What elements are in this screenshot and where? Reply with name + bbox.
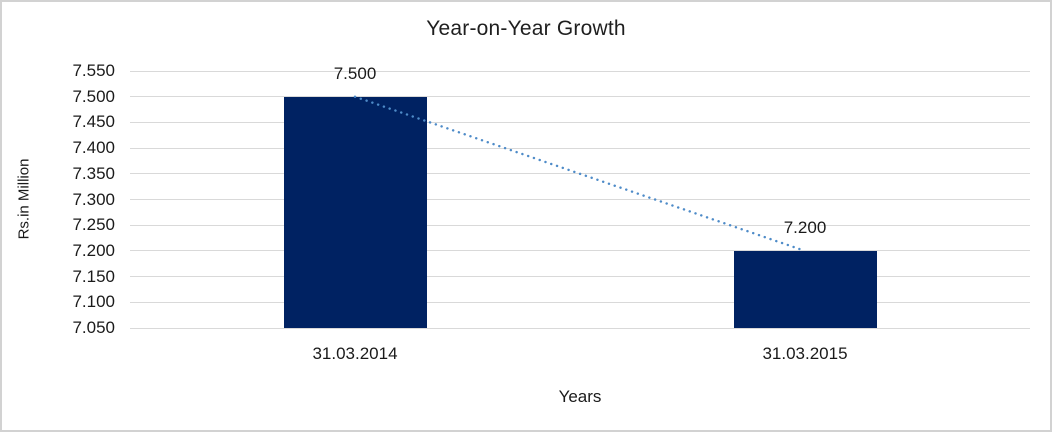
gridline bbox=[130, 199, 1030, 200]
gridline bbox=[130, 173, 1030, 175]
y-tick-label: 7.100 bbox=[72, 292, 115, 312]
y-tick-label: 7.300 bbox=[72, 189, 115, 209]
y-tick-label: 7.550 bbox=[72, 61, 115, 80]
gridline bbox=[130, 250, 1030, 252]
gridline bbox=[130, 70, 1030, 72]
y-axis-title: Rs.in Million bbox=[15, 158, 33, 240]
y-tick-label: 7.250 bbox=[72, 215, 115, 235]
y-tick-label: 7.400 bbox=[72, 138, 115, 158]
gridline bbox=[130, 224, 1030, 226]
gridline bbox=[130, 96, 1030, 98]
gridline bbox=[130, 301, 1030, 303]
y-tick-label: 7.200 bbox=[72, 240, 115, 260]
x-tick-label: 31.03.2015 bbox=[762, 344, 848, 363]
gridline bbox=[130, 327, 1030, 329]
y-tick-label: 7.050 bbox=[72, 318, 115, 337]
y-tick-label: 7.350 bbox=[72, 163, 115, 183]
x-axis-title: Years bbox=[558, 387, 602, 406]
y-tick-label: 7.500 bbox=[72, 86, 115, 106]
bar-31.03.2015 bbox=[733, 250, 877, 328]
data-label: 7.500 bbox=[333, 63, 377, 83]
y-tick-label: 7.150 bbox=[72, 266, 115, 286]
x-tick-label: 31.03.2014 bbox=[312, 344, 398, 363]
y-tick-label: 7.450 bbox=[72, 112, 115, 132]
data-label: 7.200 bbox=[783, 217, 827, 237]
bar-31.03.2014 bbox=[283, 96, 427, 328]
gridline bbox=[130, 276, 1030, 278]
chart-title: Year-on-Year Growth bbox=[426, 17, 626, 40]
gridline bbox=[130, 147, 1030, 149]
gridline bbox=[130, 121, 1030, 123]
